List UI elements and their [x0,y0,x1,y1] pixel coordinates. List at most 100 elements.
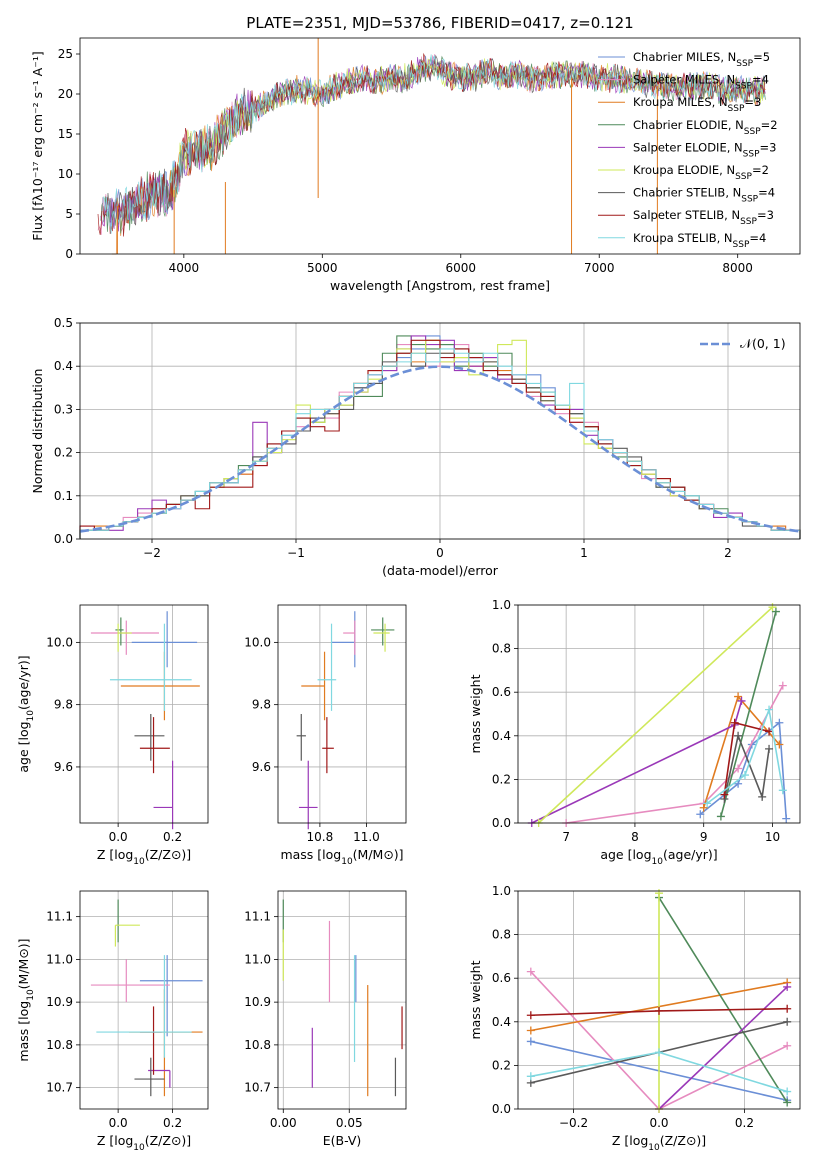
x-tick-label: 4000 [169,261,200,275]
axes-frame [277,604,407,824]
legend-label: Chabrier STELIB, NSSP=4 [633,186,775,205]
data-point-marker [778,681,787,690]
legend-label-sub: SSP [740,217,757,227]
x-axis-label: mass [log10(M/M⊙)] [280,847,403,867]
x-tick-label: 0.2 [163,1116,182,1130]
y-axis-label-sub: 10 [26,710,36,722]
data-point-marker [526,1011,535,1020]
data-point-marker [758,792,767,801]
figure-title: PLATE=2351, MJD=53786, FIBERID=0417, z=0… [246,14,633,32]
x-tick-label: 0.0 [109,1116,128,1130]
data-point-marker [737,696,746,705]
y-tick-label: 11.1 [46,910,73,924]
x-axis-label: wavelength [Angstrom, rest frame] [330,278,550,293]
data-point-marker [765,744,774,753]
y-axis-label: mass weight [468,674,483,753]
weight-vs-metallicity-panel: −0.2 0.0 0.2 0.0 0.2 0.4 0.6 0.8 1.0 Z [log10(Z/Z… [468,884,801,1153]
data-point-marker [783,1098,792,1107]
y-axis-label-sub: 10 [26,989,36,1001]
x-tick-label: 0 [436,546,444,560]
x-axis-label-sub: 10 [652,857,664,867]
y-tick-label: 0.0 [492,816,511,830]
data-point-marker [783,1017,792,1026]
x-axis-label: E(B-V) [323,1133,362,1148]
errorbar-salpeter-stelib [139,717,170,774]
series-line-chabrier-elodie [720,611,777,817]
errorbar-salpeter-miles [90,959,170,1003]
errorbar-kroupa-elodie [117,623,132,652]
plot-area [90,899,203,1097]
data-point-marker [655,889,663,898]
errorbar-chabrier-stelib [134,1057,165,1097]
y-tick-label: 0.5 [54,316,73,330]
y-tick-label: 11.1 [244,910,271,924]
errorbar-kroupa-elodie [373,623,390,652]
errorbar-kroupa-miles [301,651,326,721]
data-point-marker [778,786,787,795]
x-tick-label: 0.2 [163,830,182,844]
legend-label-sub: SSP [733,240,750,250]
x-axis-label-main: Z [log [97,847,133,862]
series-line-salpeter-miles [566,685,784,824]
y-tick-label: 10.9 [244,995,271,1009]
x-tick-label: 8000 [722,261,753,275]
data-point-marker [734,692,743,701]
data-point-marker [716,812,725,821]
legend-label: Chabrier MILES, NSSP=5 [633,50,770,69]
plot-area: 𝒩(0, 1) [79,335,801,539]
errorbar-chabrier-stelib [296,714,306,761]
y-axis-label-main: age [log [16,721,31,772]
x-tick-label: 8 [631,830,639,844]
x-tick-label: −2 [143,546,161,560]
x-axis-label-tail: (M/M⊙)] [353,847,404,862]
series-line-salpeter-elodie [531,700,743,824]
legend-label-tail: =3 [760,140,777,154]
y-axis-label-main: mass [log [16,1001,31,1062]
errorbar-kroupa-stelib [109,623,192,711]
legend-label: Chabrier ELODIE, NSSP=2 [633,118,778,137]
x-tick-label: 7000 [584,261,615,275]
x-tick-label: 0.0 [649,1116,668,1130]
y-tick-label: 10.7 [46,1081,73,1095]
mass-vs-metallicity-panel: 0.0 0.210.710.810.911.011.1Z [log10(Z/Z⊙)… [16,890,209,1153]
x-axis-label-sub: 10 [648,1143,660,1153]
legend-label-sub: SSP [744,127,761,137]
y-tick-label: 0.4 [492,729,511,743]
x-tick-label: −1 [287,546,305,560]
y-tick-label: 10.7 [244,1081,271,1095]
data-point-marker [730,718,739,727]
axes-frame [79,604,209,824]
errorbar-salpeter-elodie [298,760,318,830]
x-axis-label-tail: (Z/Z⊙)] [145,847,191,862]
errorbar-salpeter-stelib [322,717,334,774]
legend-label-main: Chabrier MILES, N [633,50,736,64]
data-point-marker [775,740,784,749]
y-tick-label: 0 [65,247,73,261]
x-tick-label: 7 [562,830,570,844]
x-tick-label: 11.0 [353,830,380,844]
y-tick-label: 20 [58,87,73,101]
series-line-kroupa-elodie [538,606,774,824]
legend-label-main: Kroupa STELIB, N [633,231,733,245]
x-tick-label: 10 [765,830,780,844]
series-line-salpeter-elodie [658,986,788,1110]
x-tick-label: 0.0 [109,830,128,844]
errorbar-kroupa-stelib [96,955,192,1058]
errorbar-chabrier-elodie [371,617,395,646]
x-axis-label: Z [log10(Z/Z⊙)] [97,847,191,867]
legend-label: Salpeter MILES, NSSP=4 [633,73,769,92]
y-axis-label-tail: (M/M⊙)] [16,938,31,989]
y-tick-label: 0.2 [492,1058,511,1072]
y-tick-label: 25 [58,47,73,61]
data-point-marker [696,810,705,819]
x-tick-label: 0.05 [336,1116,363,1130]
data-point-marker [526,1072,535,1081]
legend-label-tail: =2 [761,118,778,132]
legend-label-main: Salpeter STELIB, N [633,208,740,222]
legend-label-tail: =3 [744,95,761,109]
x-tick-label: 1 [580,546,588,560]
spectrum-kroupa-stelib [101,54,765,234]
mass-vs-extinction-panel: 0.00 0.05 10.7 10.8 10.9 11.0 11.1 E(B-V) [244,890,407,1148]
x-tick-label: 6000 [445,261,476,275]
